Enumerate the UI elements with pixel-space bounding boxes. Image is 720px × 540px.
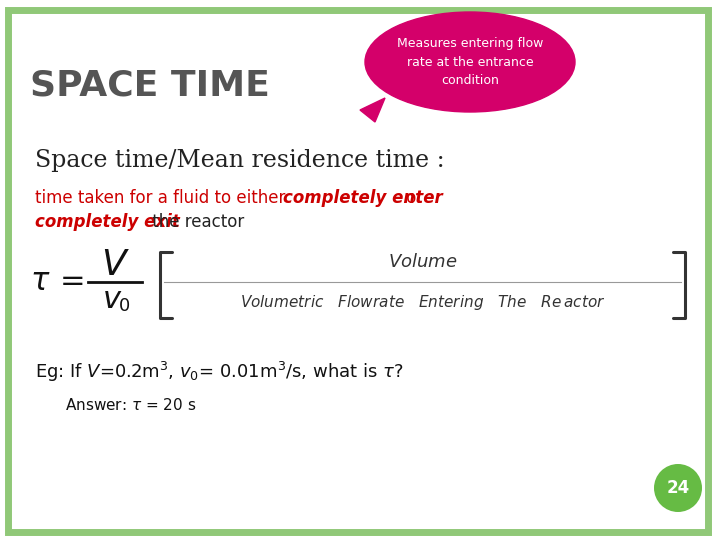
- Text: Measures entering flow
rate at the entrance
condition: Measures entering flow rate at the entra…: [397, 37, 543, 86]
- Text: $\mathit{v}$: $\mathit{v}$: [102, 285, 122, 315]
- FancyBboxPatch shape: [8, 10, 708, 532]
- Circle shape: [654, 464, 702, 512]
- Ellipse shape: [365, 12, 575, 112]
- Text: time taken for a fluid to either: time taken for a fluid to either: [35, 189, 291, 207]
- Text: the reactor: the reactor: [147, 213, 244, 231]
- Text: $\mathit{Volumetric\ \ \ Flowrate\ \ \ Entering\ \ \ The\ \ \ Re\,actor}$: $\mathit{Volumetric\ \ \ Flowrate\ \ \ E…: [240, 293, 606, 312]
- Text: Answer: $\tau$ = 20 s: Answer: $\tau$ = 20 s: [65, 397, 197, 413]
- Text: $0$: $0$: [118, 297, 130, 315]
- Text: $\mathit{Volume}$: $\mathit{Volume}$: [388, 253, 457, 271]
- Text: completely exit: completely exit: [35, 213, 180, 231]
- Text: $\tau\,=$: $\tau\,=$: [30, 267, 84, 298]
- Text: Space time/Mean residence time :: Space time/Mean residence time :: [35, 148, 445, 172]
- Polygon shape: [360, 98, 385, 122]
- Text: Eg: If $\mathit{V}$=0.2m$^3$, $v_0$= 0.01m$^3$/s, what is $\tau$?: Eg: If $\mathit{V}$=0.2m$^3$, $v_0$= 0.0…: [35, 360, 403, 384]
- Text: completely enter: completely enter: [283, 189, 443, 207]
- Text: $V$: $V$: [101, 248, 130, 282]
- Text: SPACE TIME: SPACE TIME: [30, 68, 270, 102]
- Text: 24: 24: [667, 479, 690, 497]
- Text: or: or: [401, 189, 423, 207]
